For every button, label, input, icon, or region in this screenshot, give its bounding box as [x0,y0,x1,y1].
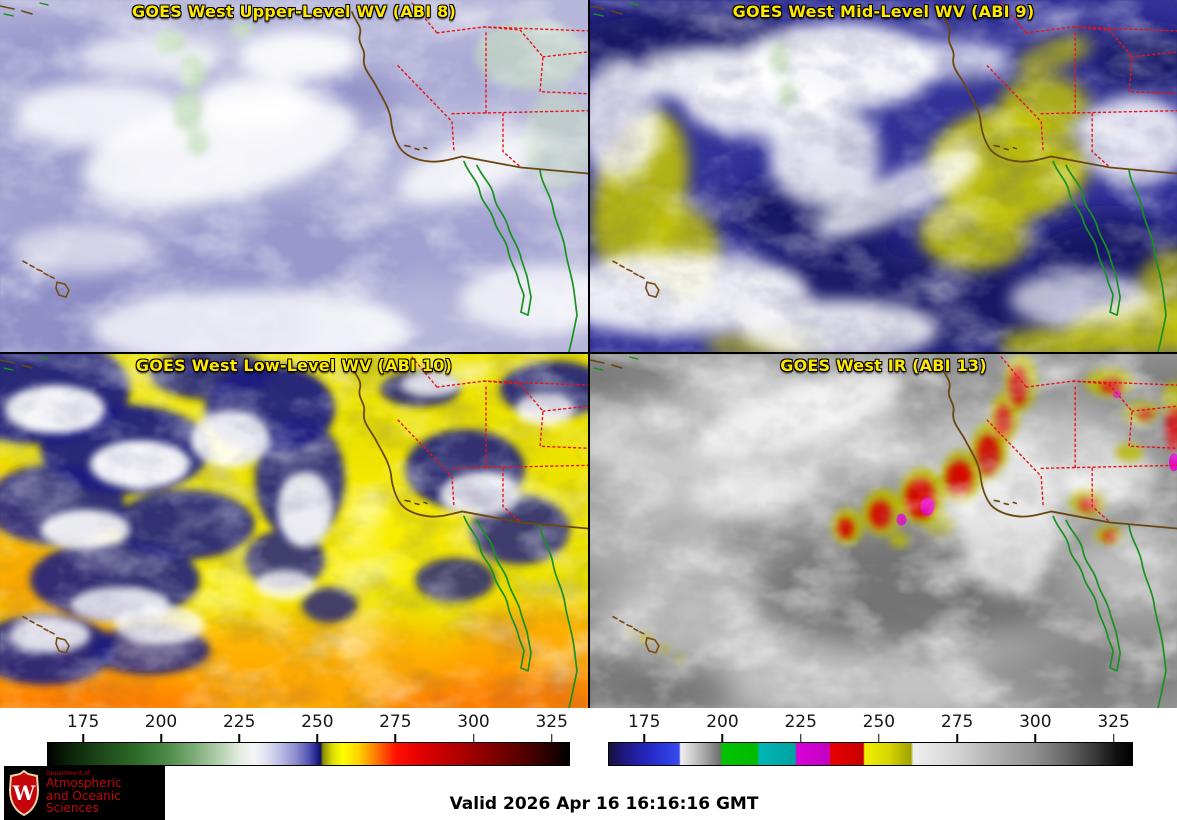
panel-upper-level-wv: GOES West Upper-Level WV (ABI 8) [0,0,588,352]
colorbar-wv: 175 200 225 250 275 300 325 [47,712,570,768]
colorbar-wv-gradient [47,742,570,766]
colorbar-wv-ticks [47,733,570,742]
satellite-grid: GOES West Upper-Level WV (ABI 8) [0,0,1177,708]
satellite-image-abi13 [590,354,1177,708]
logo-line-1: Department of [46,769,90,777]
colorbar-ir-labels: 175 200 225 250 275 300 325 [608,712,1133,733]
tick-label: 300 [1019,712,1052,732]
colorbar-ir-ticks [608,733,1133,742]
tick-label: 200 [706,712,739,732]
tick-label: 250 [301,712,334,732]
colorbar-ir-gradient [608,742,1133,766]
aos-logo-text: Department of Atmospheric and Oceanic Sc… [46,769,165,816]
colorbar-wv-labels: 175 200 225 250 275 300 325 [47,712,570,733]
tick-label: 225 [784,712,817,732]
uw-monogram: W [12,781,36,805]
panel-mid-level-wv: GOES West Mid-Level WV (ABI 9) [590,0,1177,352]
tick-label: 175 [66,712,100,732]
tick-label: 200 [144,712,178,732]
satellite-image-abi10 [0,354,588,708]
satellite-image-abi8 [0,0,588,352]
panel-title-abi10: GOES West Low-Level WV (ABI 10) [135,356,453,375]
logo-line-2: Atmospheric [46,776,122,791]
panel-low-level-wv: GOES West Low-Level WV (ABI 10) [0,354,588,708]
tick-label: 250 [862,712,896,732]
tick-label: 300 [457,712,490,732]
tick-label: 325 [535,712,568,732]
tick-label: 225 [222,712,256,732]
colorbar-ir: 175 200 225 250 275 300 325 [608,712,1133,768]
valid-timestamp: Valid 2026 Apr 16 16:16:16 GMT [449,794,759,814]
tick-label: 325 [1097,712,1130,732]
panel-ir: GOES West IR (ABI 13) [590,354,1177,708]
satellite-image-abi9 [590,0,1177,352]
uw-crest-icon: W [8,770,40,816]
panel-title-abi9: GOES West Mid-Level WV (ABI 9) [732,2,1035,21]
tick-label: 175 [627,712,661,732]
tick-label: 275 [379,712,412,732]
logo-line-3: and Oceanic Sciences [46,788,121,816]
aos-logo: W Department of Atmospheric and Oceanic … [4,766,165,820]
panel-title-abi8: GOES West Upper-Level WV (ABI 8) [132,2,456,21]
tick-label: 275 [940,712,974,732]
panel-title-abi13: GOES West IR (ABI 13) [780,356,987,375]
